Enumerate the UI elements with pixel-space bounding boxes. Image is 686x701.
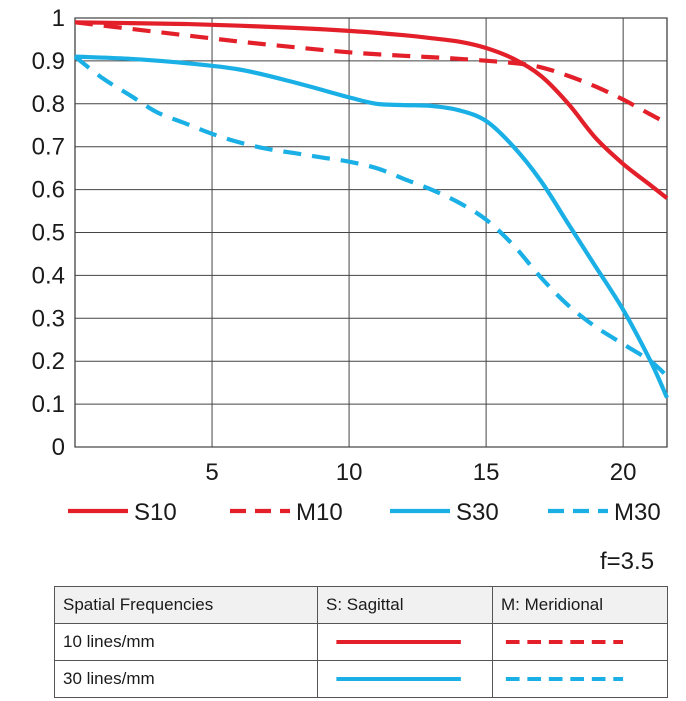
key-row-label: 10 lines/mm [54,623,318,661]
key-header-sagittal: S: Sagittal [317,586,493,624]
chart-grid [74,17,668,448]
sagittal-30-swatch [317,660,493,698]
mtf-chart: 0 0.1 0.2 0.3 0.4 0.5 0.6 0.7 0.8 0.9 1 5 10 15 20 S1… [32,5,669,526]
y-tick-label: 0.6 [32,177,65,204]
legend-label-s30: S30 [456,499,499,526]
legend-label-m10: M10 [296,499,343,526]
series-line-s30 [74,54,669,399]
meridional-30-swatch [492,660,668,698]
aperture-label: f=3.5 [600,548,655,575]
legend-label-m30: M30 [614,499,661,526]
series-line-m30 [73,54,669,378]
y-tick-label: 0.8 [32,91,65,118]
chart-series-lines [73,20,669,399]
frequency-key-table: Spatial Frequencies S: Sagittal M: Merid… [54,586,668,698]
y-tick-label: 0.2 [32,348,65,375]
y-tick-label: 0.1 [32,391,65,418]
meridional-10-swatch [492,623,668,661]
key-row-30: 30 lines/mm [54,660,668,698]
y-axis-tick-labels: 0 0.1 0.2 0.3 0.4 0.5 0.6 0.7 0.8 0.9 1 [32,5,65,461]
y-tick-label: 0.5 [32,220,65,247]
x-tick-label: 20 [610,459,637,486]
y-tick-label: 1 [52,5,65,32]
series-line-s10 [74,20,669,200]
x-tick-label: 10 [336,459,363,486]
key-header-frequencies: Spatial Frequencies [54,586,318,624]
x-tick-label: 5 [205,459,218,486]
key-row-10: 10 lines/mm [54,623,668,661]
y-tick-label: 0.7 [32,134,65,161]
y-tick-label: 0.4 [32,262,65,289]
y-tick-label: 0.9 [32,48,65,75]
chart-legend: S10 M10 S30 M30 [68,499,661,526]
y-tick-label: 0.3 [32,305,65,332]
key-table-header-row: Spatial Frequencies S: Sagittal M: Merid… [54,586,668,624]
key-row-label: 30 lines/mm [54,660,318,698]
series-line-m10 [74,20,668,125]
legend-label-s10: S10 [134,499,177,526]
x-axis-tick-labels: 5 10 15 20 [205,459,636,486]
sagittal-10-swatch [317,623,493,661]
key-header-meridional: M: Meridional [492,586,668,624]
y-tick-label: 0 [52,434,65,461]
x-tick-label: 15 [473,459,500,486]
